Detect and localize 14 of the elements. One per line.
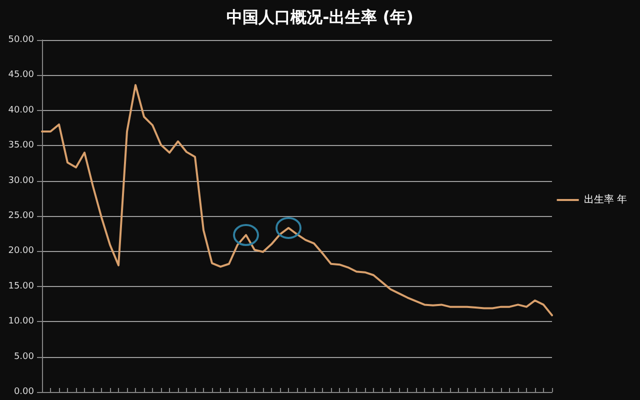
y-tick-label: 45.00 bbox=[8, 70, 34, 80]
y-tick-label: 20.00 bbox=[8, 246, 34, 256]
y-tick-label: 50.00 bbox=[8, 35, 34, 45]
y-tick-label: 5.00 bbox=[14, 352, 34, 362]
y-tick-label: 25.00 bbox=[8, 211, 34, 221]
y-tick-label: 0.00 bbox=[14, 387, 34, 397]
chart-title: 中国人口概况-出生率 (年) bbox=[226, 8, 414, 26]
y-tick-label: 35.00 bbox=[8, 140, 34, 151]
legend-label: 出生率 年 bbox=[584, 194, 628, 206]
y-tick-label: 40.00 bbox=[8, 105, 34, 116]
y-tick-label: 10.00 bbox=[8, 316, 34, 327]
line-series bbox=[41, 84, 553, 316]
y-tick-label: 30.00 bbox=[8, 176, 34, 186]
y-tick-label: 15.00 bbox=[8, 281, 34, 292]
